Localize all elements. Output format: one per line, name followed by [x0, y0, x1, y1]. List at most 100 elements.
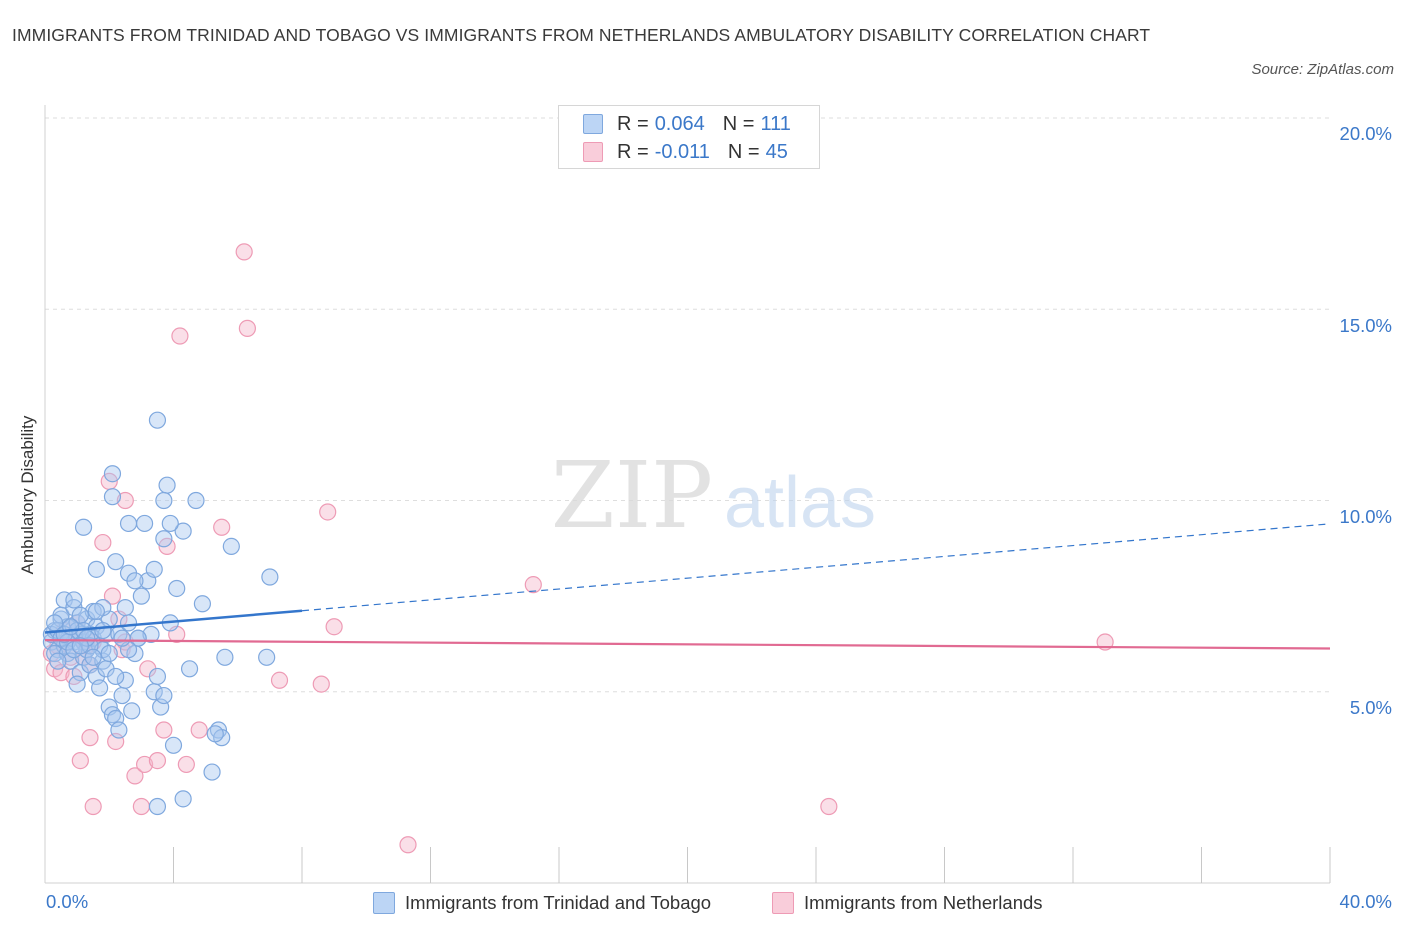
- y-tick-label-5: 5.0%: [1349, 697, 1392, 718]
- trinidad-point: [216, 648, 234, 666]
- netherlands-point: [213, 518, 231, 536]
- trinidad-r-value: 0.064: [654, 112, 705, 135]
- bottom-legend-trinidad: Immigrants from Trinidad and Tobago: [373, 890, 711, 916]
- netherlands-point: [148, 751, 167, 770]
- netherlands-swatch: [583, 142, 603, 162]
- trinidad-point: [174, 790, 192, 808]
- netherlands-r-label: R =: [617, 140, 649, 163]
- stats-legend: R = 0.064 N = 111 R = -0.011 N = 45: [558, 105, 820, 169]
- netherlands-point: [820, 797, 838, 816]
- trinidad-point: [158, 476, 176, 494]
- chart-title: IMMIGRANTS FROM TRINIDAD AND TOBAGO VS I…: [12, 25, 1151, 45]
- stats-legend-row-netherlands: R = -0.011 N = 45: [583, 139, 788, 165]
- trinidad-point: [222, 537, 240, 556]
- bottom-legend-trinidad-label: Immigrants from Trinidad and Tobago: [405, 892, 712, 913]
- trinidad-n-value: 111: [760, 112, 791, 135]
- trinidad-point: [206, 725, 224, 743]
- trend-lines: [44, 523, 1331, 650]
- x-tick-label-min: 0.0%: [46, 891, 89, 912]
- trinidad-point: [68, 675, 86, 693]
- y-tick-label-10: 10.0%: [1339, 506, 1392, 527]
- trinidad-point: [168, 579, 186, 598]
- netherlands-point: [524, 576, 542, 594]
- axes: [44, 105, 1331, 884]
- netherlands-point: [116, 491, 134, 510]
- netherlands-point: [126, 767, 144, 785]
- trinidad-point: [155, 686, 173, 705]
- netherlands-point: [171, 327, 189, 345]
- trinidad-point: [71, 637, 89, 655]
- trinidad-point: [261, 568, 279, 586]
- trinidad-r-label: R =: [617, 112, 649, 135]
- bottom-legend-netherlands-swatch: [772, 892, 794, 914]
- grid-lines: [45, 117, 1330, 693]
- trinidad-point: [155, 491, 173, 510]
- trinidad-point: [116, 598, 134, 617]
- netherlands-point: [319, 503, 337, 521]
- netherlands-point: [94, 533, 112, 552]
- y-tick-label-20: 20.0%: [1339, 123, 1392, 144]
- trinidad-point: [113, 629, 131, 647]
- trinidad-point: [148, 411, 167, 429]
- trinidad-point: [155, 530, 173, 548]
- trinidad-points: [42, 411, 279, 816]
- trinidad-point: [145, 560, 163, 578]
- netherlands-point: [81, 729, 99, 747]
- trinidad-point: [87, 602, 106, 621]
- trinidad-point: [62, 618, 80, 636]
- netherlands-point: [71, 751, 89, 770]
- trinidad-swatch: [583, 114, 603, 134]
- trinidad-point: [123, 702, 141, 720]
- trinidad-point: [203, 763, 221, 781]
- trinidad-point: [148, 667, 167, 686]
- watermark-zip: ZIP: [551, 442, 713, 549]
- trinidad-point: [94, 621, 112, 640]
- trinidad-point: [119, 614, 138, 632]
- trinidad-point: [174, 522, 192, 540]
- netherlands-point: [155, 721, 173, 739]
- trinidad-point: [135, 514, 154, 533]
- trinidad-n-label: N =: [722, 112, 755, 135]
- source-label: Source: ZipAtlas.com: [1251, 61, 1394, 78]
- trinidad-point: [113, 686, 131, 705]
- trinidad-point: [161, 514, 179, 533]
- trinidad-point: [65, 591, 83, 609]
- trinidad-point: [258, 648, 276, 666]
- netherlands-point: [325, 618, 343, 636]
- y-tick-label-15: 15.0%: [1339, 315, 1392, 336]
- trinidad-trend-line: [44, 609, 303, 634]
- trinidad-point: [119, 514, 138, 533]
- trinidad-point: [74, 518, 93, 536]
- trinidad-point: [132, 587, 150, 605]
- netherlands-point: [312, 675, 330, 693]
- trinidad-point: [49, 652, 67, 670]
- netherlands-point: [270, 671, 289, 689]
- trinidad-point: [100, 644, 118, 663]
- bottom-legend-trinidad-swatch: [373, 892, 395, 914]
- netherlands-point: [132, 797, 150, 816]
- trinidad-point: [107, 553, 125, 571]
- bottom-legend-netherlands-label: Immigrants from Netherlands: [804, 892, 1043, 913]
- netherlands-point: [103, 587, 122, 605]
- netherlands-n-label: N =: [727, 140, 760, 163]
- trinidad-point: [126, 572, 144, 590]
- trinidad-point: [180, 660, 199, 678]
- trinidad-point: [103, 488, 122, 506]
- netherlands-point: [135, 755, 154, 774]
- netherlands-point: [84, 797, 102, 816]
- trinidad-point: [116, 671, 134, 689]
- trinidad-point: [103, 465, 122, 483]
- netherlands-point: [177, 755, 195, 774]
- trinidad-point: [193, 595, 212, 613]
- watermark-atlas: atlas: [724, 463, 876, 543]
- trinidad-point: [91, 679, 109, 697]
- trinidad-trend-line-extension: [301, 523, 1331, 612]
- netherlands-r-value: -0.011: [654, 140, 710, 163]
- watermark: ZIP atlas: [551, 442, 876, 549]
- trinidad-point: [148, 797, 167, 816]
- trinidad-point: [84, 648, 102, 666]
- trinidad-point: [187, 491, 205, 510]
- stats-legend-row-trinidad: R = 0.064 N = 111: [583, 111, 791, 137]
- netherlands-n-value: 45: [765, 140, 788, 163]
